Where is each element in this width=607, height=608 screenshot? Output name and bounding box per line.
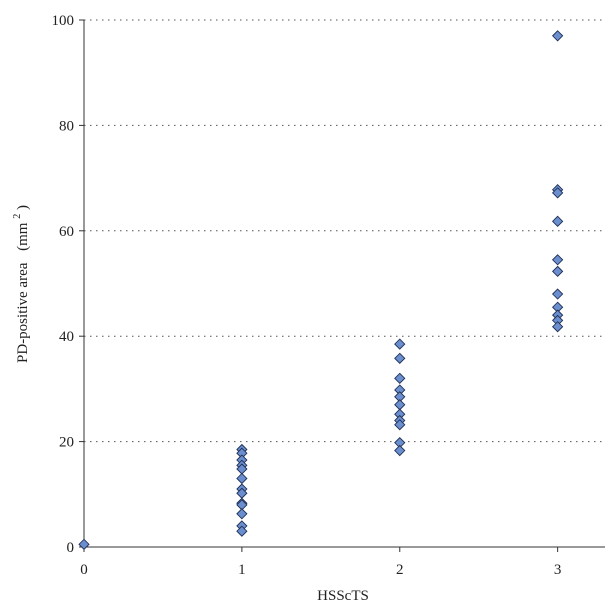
y-axis-title-unit-sup: 2 [12,214,23,219]
data-point [236,525,248,537]
data-point [394,419,406,431]
y-tick-label: 80 [59,118,74,134]
data-point [394,372,406,384]
y-tick-label: 0 [67,540,75,556]
y-tick-label: 60 [59,224,74,240]
data-point [551,215,564,227]
y-tick-label: 40 [59,329,74,345]
data-point [551,265,564,278]
x-axis-ticks: 0 1 2 3 [80,547,561,578]
data-point [551,30,564,42]
data-point [236,472,248,485]
y-axis-title-unit-close: ) [15,205,31,210]
x-tick-label: 3 [554,562,562,578]
data-point [551,187,564,199]
y-axis-title-main: PD-positive area [15,262,31,363]
data-point [394,444,406,457]
y-axis-title-unit: (mm [15,222,31,251]
data-point [551,254,564,266]
y-axis-title: PD-positive area (mm 2 ) [8,205,31,363]
x-tick-label: 0 [80,562,88,578]
x-tick-label: 1 [238,562,246,578]
data-points [78,30,564,551]
data-point [236,508,248,520]
data-point [78,538,90,551]
data-point [394,338,406,350]
y-tick-label: 100 [52,13,75,29]
y-tick-label: 20 [59,435,74,451]
x-axis-title: HSScTS [317,588,369,604]
gridlines [84,19,605,443]
data-point [394,352,406,364]
data-point [551,321,564,333]
axes [83,20,605,548]
data-point [551,288,564,300]
x-tick-label: 2 [396,562,404,578]
data-point [394,399,406,411]
y-axis-ticks: 0 20 40 60 80 100 [52,13,84,556]
